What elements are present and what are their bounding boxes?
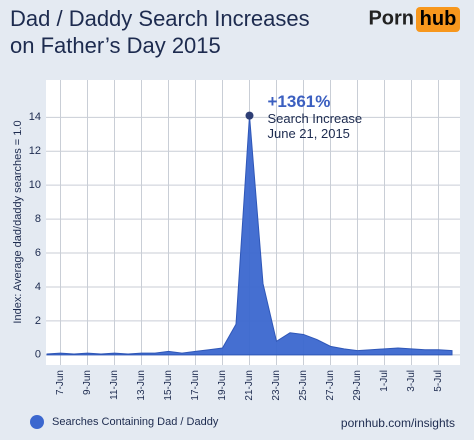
x-tick-label: 23-Jun — [271, 370, 282, 401]
x-tick-label: 15-Jun — [163, 370, 174, 401]
x-tick-label: 21-Jun — [244, 370, 255, 401]
x-tick-label: 17-Jun — [190, 370, 201, 401]
annotation-date: June 21, 2015 — [268, 126, 350, 141]
annotation-text: Search Increase — [268, 111, 363, 126]
x-tick-label: 27-Jun — [325, 370, 336, 401]
y-tick-label: 2 — [35, 315, 41, 327]
x-tick-label: 25-Jun — [298, 370, 309, 401]
y-axis-label: Index: Average dad/daddy searches = 1.0 — [12, 120, 24, 323]
x-tick-label: 19-Jun — [217, 370, 228, 401]
y-tick-label: 14 — [29, 111, 41, 123]
logo-box — [416, 7, 460, 32]
legend-label: Searches Containing Dad / Daddy — [52, 416, 219, 428]
y-tick-label: 12 — [29, 145, 41, 157]
x-tick-label: 9-Jun — [82, 370, 93, 395]
x-tick-label: 1-Jul — [379, 370, 390, 392]
logo-text: hub — [420, 8, 457, 30]
x-tick-label: 7-Jun — [55, 370, 66, 395]
y-tick-label: 10 — [29, 179, 41, 191]
chart-title: on Father’s Day 2015 — [10, 33, 221, 58]
legend-marker — [30, 415, 44, 429]
logo-text: Porn — [368, 7, 414, 29]
source: pornhub.com/insights — [341, 416, 455, 430]
y-tick-label: 4 — [35, 281, 41, 293]
x-tick-label: 5-Jul — [433, 370, 444, 392]
x-tick-label: 11-Jun — [109, 370, 120, 400]
peak-marker — [245, 111, 254, 120]
chart-title: Dad / Daddy Search Increases — [10, 6, 310, 31]
y-tick-label: 0 — [35, 349, 41, 361]
x-tick-label: 29-Jun — [352, 370, 363, 401]
area — [46, 115, 453, 356]
annotation-headline: +1361% — [268, 92, 331, 111]
y-tick-label: 8 — [35, 213, 41, 225]
x-tick-label: 13-Jun — [136, 370, 147, 401]
y-tick-label: 6 — [35, 247, 41, 259]
x-tick-label: 3-Jul — [406, 370, 417, 392]
